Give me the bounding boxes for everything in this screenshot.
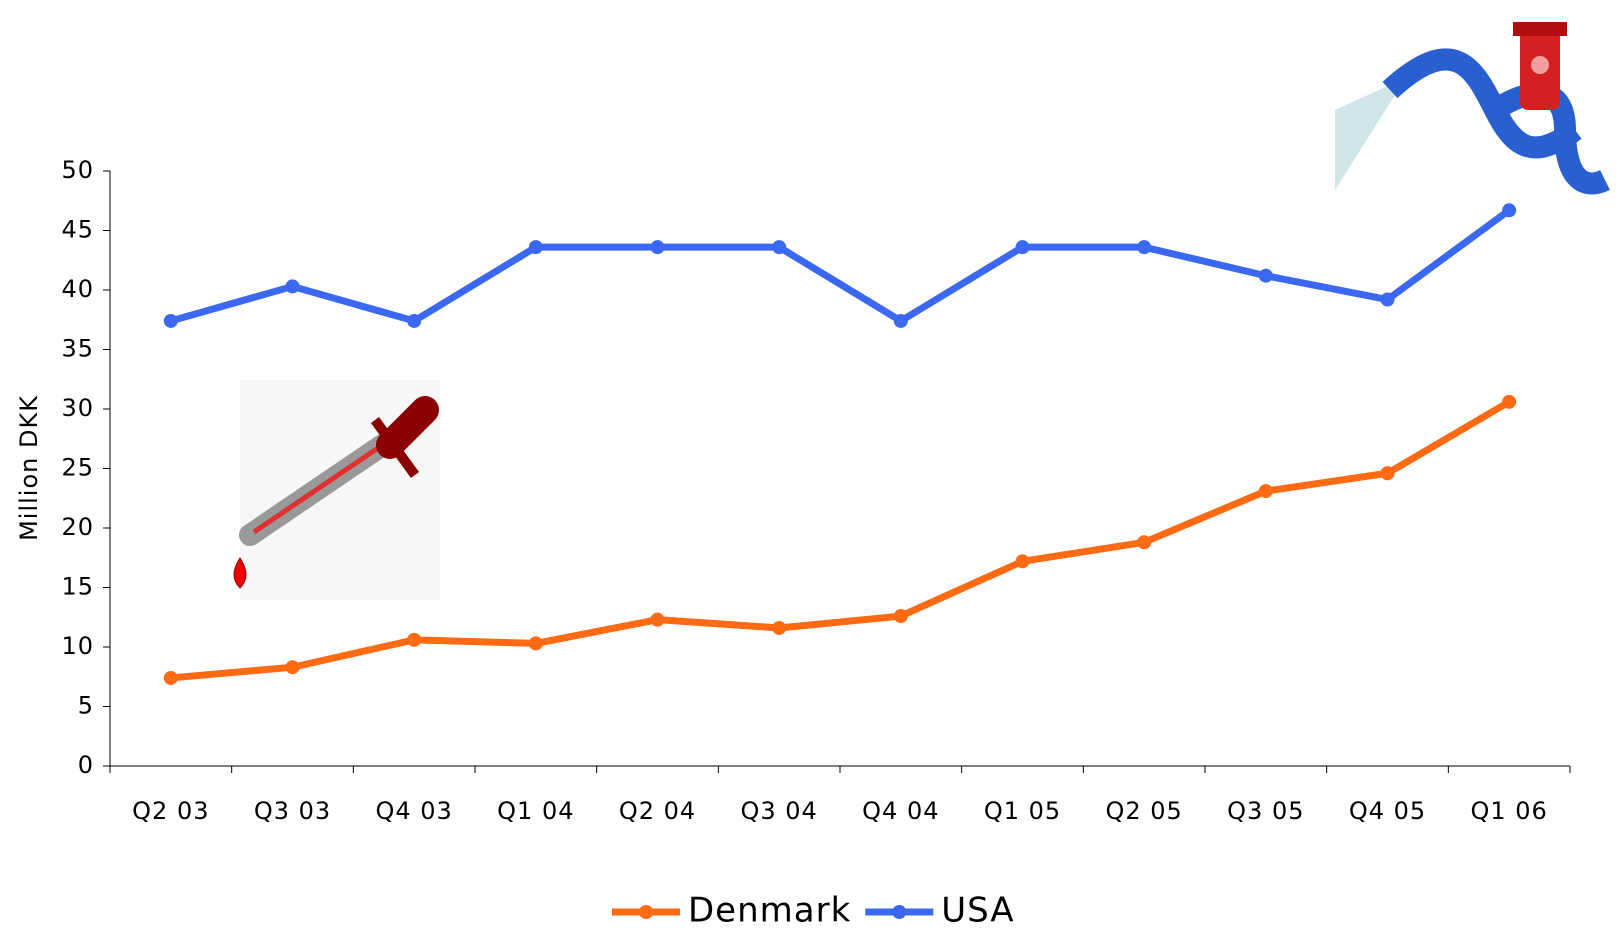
- y-tick-label: 0: [78, 751, 94, 779]
- data-point: [650, 240, 665, 255]
- data-point: [1258, 484, 1273, 499]
- data-point: [285, 660, 300, 675]
- data-point: [1380, 466, 1395, 481]
- y-tick-label: 5: [78, 692, 94, 720]
- x-tick-label: Q2 05: [1106, 797, 1183, 825]
- y-tick-label: 15: [61, 573, 94, 601]
- x-tick-label: Q1 06: [1471, 797, 1548, 825]
- x-tick-label: Q4 04: [862, 797, 939, 825]
- data-point: [163, 313, 178, 328]
- data-point: [1380, 292, 1395, 307]
- data-point: [772, 620, 787, 635]
- series-line: [169, 207, 1512, 325]
- x-tick-label: Q1 05: [984, 797, 1061, 825]
- hydrant-icon: [1335, 22, 1610, 195]
- y-tick-label: 30: [61, 394, 94, 422]
- data-point: [1502, 203, 1517, 218]
- y-tick-label: 10: [61, 632, 94, 660]
- data-point: [407, 313, 422, 328]
- series-line: [170, 398, 1511, 682]
- x-tick-label: Q3 04: [741, 797, 818, 825]
- data-point: [285, 279, 300, 294]
- x-tick-label: Q2 04: [619, 797, 696, 825]
- data-point: [893, 313, 908, 328]
- y-tick-label: 45: [61, 216, 94, 244]
- x-tick-label: Q3 03: [254, 797, 331, 825]
- y-tick-label: 40: [61, 275, 94, 303]
- data-point: [407, 632, 422, 647]
- legend-label: USA: [941, 891, 1014, 931]
- y-axis-label: Million DKK: [15, 395, 43, 541]
- y-tick-label: 50: [61, 156, 94, 184]
- data-point: [1015, 554, 1030, 569]
- x-tick-label: Q4 05: [1349, 797, 1426, 825]
- data-point: [528, 636, 543, 651]
- legend-marker: [892, 905, 907, 919]
- data-point: [1015, 240, 1030, 255]
- data-point: [650, 612, 665, 627]
- legend-marker: [639, 905, 653, 919]
- y-tick-label: 20: [61, 513, 94, 541]
- data-point: [163, 670, 178, 685]
- data-point: [528, 240, 543, 255]
- y-tick-label: 25: [61, 454, 94, 482]
- data-point: [893, 609, 908, 624]
- x-tick-label: Q1 04: [497, 797, 574, 825]
- data-point: [1137, 535, 1152, 550]
- data-point: [1502, 394, 1517, 409]
- data-point: [1137, 240, 1152, 255]
- x-tick-label: Q3 05: [1227, 797, 1304, 825]
- y-tick-label: 35: [61, 335, 94, 363]
- dropper-icon: [233, 380, 440, 600]
- legend-label: Denmark: [688, 891, 851, 931]
- data-point: [772, 240, 787, 255]
- x-tick-label: Q4 03: [376, 797, 453, 825]
- x-tick-label: Q2 03: [132, 797, 209, 825]
- data-point: [1258, 268, 1273, 283]
